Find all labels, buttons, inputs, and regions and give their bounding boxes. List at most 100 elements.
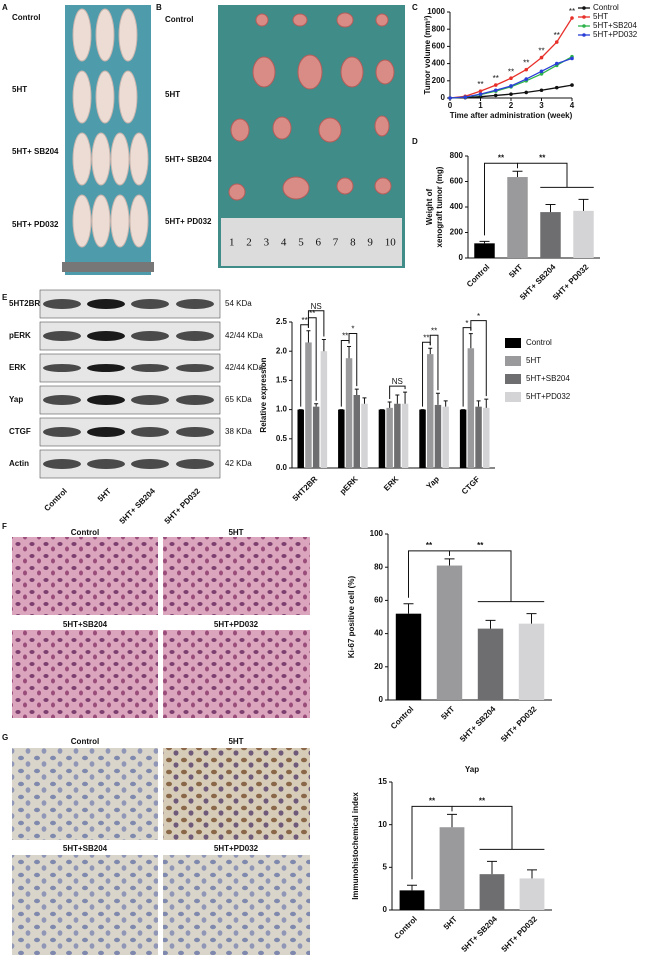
x-tick-label: Control: [392, 915, 418, 941]
y-axis-label: Relative expression: [259, 357, 268, 432]
protein-label: Yap: [9, 395, 23, 404]
ruler-number: 10: [385, 237, 397, 249]
bar: [320, 351, 328, 468]
error-bar: [428, 347, 433, 355]
legend-label: 5HT: [526, 356, 541, 365]
legend-label: 5HT+SB204: [593, 21, 637, 30]
bar: [401, 403, 409, 468]
annotation: NS: [392, 377, 403, 386]
error-bar: [545, 203, 556, 213]
error-bar: [479, 240, 490, 244]
bracket: [484, 162, 518, 236]
error-bar: [354, 388, 359, 395]
blot-band: [131, 427, 169, 437]
annotation: **: [342, 332, 348, 341]
annotation: **: [479, 797, 486, 806]
y-tick-label: 80: [374, 562, 383, 571]
annotation: *: [477, 312, 480, 321]
panel-label: C: [412, 3, 418, 12]
x-tick-label: 4: [570, 101, 575, 110]
ihc-photo: [163, 855, 310, 955]
annotation: **: [538, 47, 544, 56]
error-bar: [321, 339, 326, 352]
y-tick-label: 600: [450, 177, 464, 186]
point: [554, 61, 559, 66]
y-tick-label: 20: [374, 662, 383, 671]
x-tick-label: CTGF: [460, 474, 482, 496]
blot-band: [176, 299, 214, 309]
point: [570, 56, 574, 61]
x-axis-label: Time after administration (week): [450, 111, 573, 120]
mouse: [118, 70, 138, 124]
blot-band: [87, 331, 125, 341]
bar: [507, 177, 528, 258]
panel-label: F: [2, 522, 7, 531]
row-label: 5HT+ PD032: [12, 220, 59, 229]
mouse: [91, 132, 111, 186]
bar: [361, 403, 368, 468]
photo-label: 5HT+PD032: [214, 620, 259, 629]
row-label: 5HT+ PD032: [165, 217, 212, 226]
ruler-number: 4: [281, 237, 287, 249]
panel-label: G: [2, 733, 8, 742]
chart-title: Yap: [465, 765, 479, 774]
legend-label: Control: [526, 338, 552, 347]
x-tick-label: 5HT: [507, 262, 524, 279]
annotation: **: [508, 67, 514, 76]
photo-label: Control: [71, 528, 99, 537]
mouse: [110, 132, 130, 186]
tumor: [336, 12, 354, 28]
legend-swatch: [505, 392, 521, 402]
size-label: 38 KDa: [225, 427, 252, 436]
bar: [427, 354, 434, 468]
blot-band: [176, 459, 214, 469]
legend-swatch: [505, 356, 521, 366]
legend-label: 5HT: [593, 12, 608, 21]
bracket: [429, 334, 439, 391]
lane-label: 5HT+ PD032: [163, 486, 203, 526]
annotation: **: [431, 326, 437, 335]
y-tick-label: 40: [374, 629, 383, 638]
point: [509, 92, 513, 96]
x-tick-label: ERK: [382, 474, 400, 492]
size-label: 42/44 KDa: [225, 363, 263, 372]
protein-label: pERK: [9, 331, 31, 340]
blot-band: [87, 459, 125, 469]
mouse: [129, 132, 149, 186]
panel-label: A: [2, 3, 8, 12]
annotation: *: [351, 325, 354, 334]
bracket: [411, 805, 453, 880]
bracket: [348, 333, 358, 387]
photo-label: Control: [71, 737, 99, 746]
blot-band: [43, 427, 81, 437]
error-bar: [447, 813, 457, 828]
bar: [459, 409, 467, 468]
bar: [395, 613, 422, 700]
legend-swatch: [505, 374, 521, 384]
error-bar: [485, 619, 496, 629]
blot-band: [176, 331, 214, 341]
size-label: 42 KDa: [225, 459, 252, 468]
bar: [573, 210, 594, 258]
ruler-number: 7: [333, 237, 339, 249]
row-label: 5HT+ SB204: [12, 147, 59, 156]
row-label: Control: [12, 13, 40, 22]
protein-label: Actin: [9, 459, 29, 468]
annotation: **: [477, 80, 483, 89]
mouse: [72, 70, 92, 124]
x-tick-label: 5HT+ PD032: [551, 262, 591, 302]
y-axis-label: Immunohistochemical index: [351, 792, 360, 900]
bar: [305, 342, 312, 468]
y-tick-label: 10: [378, 820, 387, 829]
point: [570, 83, 574, 87]
tumor: [292, 13, 308, 27]
annotation: **: [493, 74, 499, 83]
he-photo: [12, 630, 158, 718]
tumor: [230, 118, 250, 142]
photo-label: 5HT: [228, 528, 243, 537]
point: [539, 72, 544, 76]
protein-label: ERK: [9, 363, 26, 372]
he-photo: [12, 537, 158, 615]
x-tick-label: Control: [389, 705, 415, 731]
row-label: Control: [165, 15, 193, 24]
